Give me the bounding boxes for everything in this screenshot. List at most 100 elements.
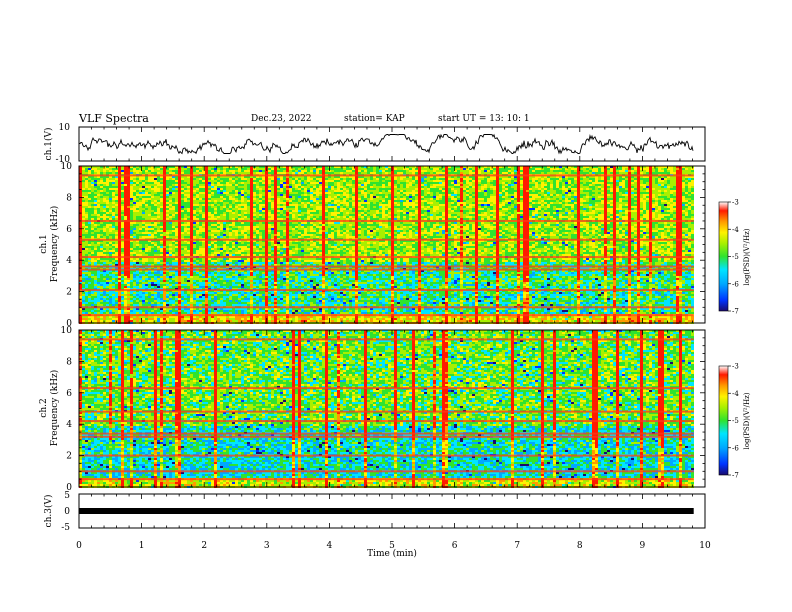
spectrogram-cell <box>544 192 547 194</box>
spectrogram-cell <box>511 178 514 180</box>
spectrogram-cell <box>223 184 226 186</box>
spectrogram-cell <box>208 182 211 184</box>
spectrogram-cell <box>487 198 490 200</box>
spectrogram-cell <box>451 194 454 196</box>
spectrogram-cell <box>262 186 265 188</box>
spectrogram-cell <box>340 192 343 194</box>
spectrogram-cell <box>574 188 577 190</box>
spectrogram-cell <box>262 178 265 180</box>
spectrogram-cell <box>403 194 406 196</box>
spectrogram-cell <box>151 188 154 190</box>
spectrogram-cell <box>601 178 604 180</box>
spectrogram-cell <box>136 180 139 182</box>
spectrogram-cell <box>250 178 253 180</box>
spectrogram-cell <box>274 188 277 190</box>
spectrogram-cell <box>499 194 502 196</box>
spectrogram-cell <box>502 192 505 194</box>
spectrogram-cell <box>472 190 475 192</box>
spectrogram-cell <box>478 184 481 186</box>
spectrogram-cell <box>451 188 454 190</box>
spectrogram-cell <box>415 170 418 172</box>
spectrogram-cell <box>136 172 139 174</box>
spectrogram-cell <box>472 178 475 180</box>
spectrogram-cell <box>82 192 85 194</box>
spectrogram-cell <box>610 192 613 194</box>
spectrogram-cell <box>496 192 499 194</box>
spectrogram-cell <box>589 194 592 196</box>
spectrogram-cell <box>460 172 463 174</box>
spectrogram-cell <box>673 184 676 186</box>
spectrogram-cell <box>151 168 154 170</box>
spectrogram-cell <box>121 168 124 170</box>
spectrogram-cell <box>247 192 250 194</box>
spectrogram-cell <box>103 198 106 200</box>
spectrogram-cell <box>685 180 688 182</box>
spectrogram-cell <box>613 186 616 188</box>
spectrogram-cell <box>385 188 388 190</box>
spectrogram-cell <box>244 168 247 170</box>
spectrogram-cell <box>193 184 196 186</box>
spectrogram-cell <box>571 194 574 196</box>
spectrogram-cell <box>331 188 334 190</box>
spectrogram-cell <box>670 180 673 182</box>
spectrogram-cell <box>364 180 367 182</box>
spectrogram-cell <box>544 172 547 174</box>
spectrogram-cell <box>610 180 613 182</box>
spectrogram-cell <box>373 184 376 186</box>
spectrogram-cell <box>223 186 226 188</box>
spectrogram-cell <box>136 196 139 198</box>
spectrogram-cell <box>445 172 448 174</box>
spectrogram-cell <box>178 194 181 196</box>
spectrogram-cell <box>619 194 622 196</box>
spectrogram-cell <box>295 188 298 190</box>
spectrogram-cell <box>649 172 652 174</box>
spectrogram-cell <box>505 190 508 192</box>
spectrogram-cell <box>301 182 304 184</box>
spectrogram-cell <box>334 178 337 180</box>
spectrogram-cell <box>568 186 571 188</box>
spectrogram-cell <box>217 186 220 188</box>
spectrogram-cell <box>214 192 217 194</box>
spectrogram-cell <box>682 168 685 170</box>
spectrogram-cell <box>550 186 553 188</box>
spectrogram-cell <box>91 184 94 186</box>
spectrogram-cell <box>604 192 607 194</box>
spectrogram-cell <box>418 194 421 196</box>
spectrogram-cell <box>430 194 433 196</box>
spectrogram-cell <box>160 184 163 186</box>
spectrogram-cell <box>85 186 88 188</box>
spectrogram-cell <box>343 192 346 194</box>
spectrogram-cell <box>418 170 421 172</box>
spectrogram-cell <box>502 196 505 198</box>
spectrogram-cell <box>412 196 415 198</box>
spectrogram-cell <box>334 168 337 170</box>
spectrogram-cell <box>541 198 544 200</box>
spectrogram-cell <box>469 190 472 192</box>
spectrogram-cell <box>85 178 88 180</box>
spectrogram-cell <box>211 180 214 182</box>
spectrogram-cell <box>430 170 433 172</box>
spectrogram-cell <box>205 172 208 174</box>
spectrogram-cell <box>103 168 106 170</box>
spectrogram-cell <box>340 190 343 192</box>
spectrogram-cell <box>568 170 571 172</box>
spectrogram-cell <box>199 178 202 180</box>
spectrogram-cell <box>223 196 226 198</box>
spectrogram-cell <box>493 198 496 200</box>
spectrogram-cell <box>355 196 358 198</box>
spectrogram-cell <box>235 198 238 200</box>
spectrogram-cell <box>463 190 466 192</box>
spectrogram-cell <box>82 184 85 186</box>
spectrogram-cell <box>532 192 535 194</box>
spectrogram-cell <box>355 184 358 186</box>
spectrogram-cell <box>475 190 478 192</box>
spectrogram-cell <box>202 190 205 192</box>
spectrogram-cell <box>541 172 544 174</box>
spectrogram-cell <box>445 180 448 182</box>
spectrogram-cell <box>583 184 586 186</box>
spectrogram-cell <box>217 198 220 200</box>
spectrogram-cell <box>385 178 388 180</box>
spectrogram-cell <box>337 178 340 180</box>
spectrogram-cell <box>649 168 652 170</box>
spectrogram-cell <box>463 194 466 196</box>
